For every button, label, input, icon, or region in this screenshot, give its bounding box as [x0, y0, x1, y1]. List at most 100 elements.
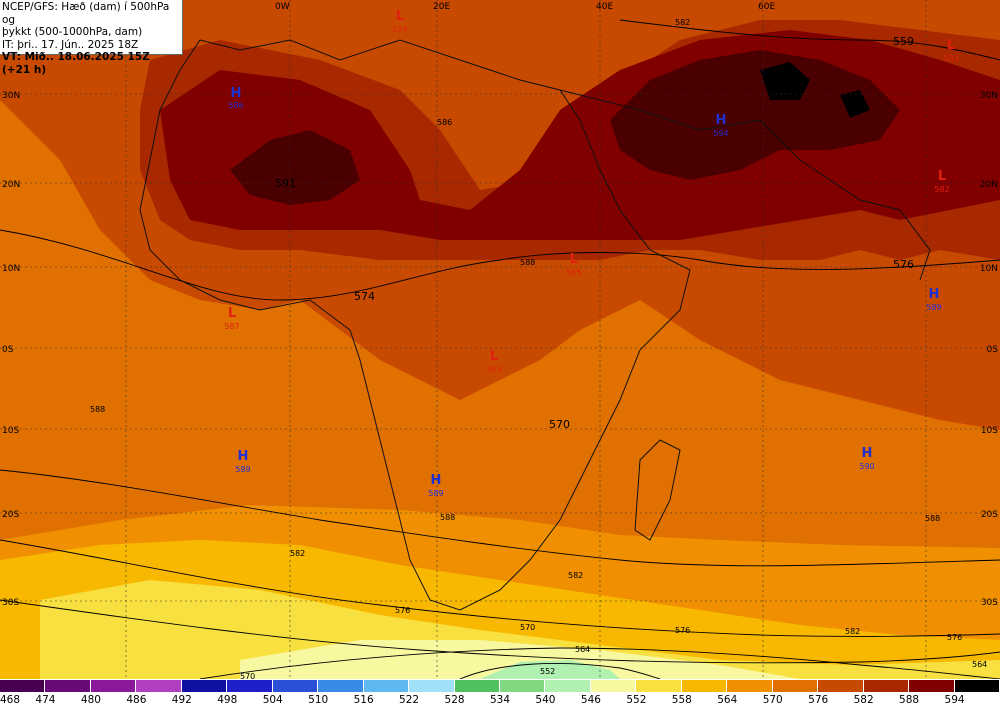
lat-label: 20S	[2, 510, 19, 520]
legend-tick-label: 534	[489, 694, 511, 706]
high-center-letter: H	[231, 86, 242, 101]
lon-label: 0W	[275, 2, 290, 12]
legend-tick-label: 582	[853, 694, 874, 706]
low-center-letter: L	[490, 349, 498, 364]
legend-tick-label: 504	[262, 694, 283, 706]
contour-label: 570	[549, 418, 570, 431]
lat-label: 30N	[2, 91, 20, 101]
legend-tick-label: 468	[0, 694, 21, 706]
low-center-value: 585	[486, 365, 501, 374]
legend-tick-label: 522	[399, 694, 420, 706]
legend-tick-label: 594	[944, 694, 965, 706]
contour-label: 582	[845, 627, 860, 636]
legend-swatch	[45, 680, 91, 692]
contour-label-group: 591 574 570 576 559	[275, 35, 914, 431]
low-center-value: 585	[566, 268, 581, 277]
legend-swatch	[545, 680, 591, 692]
legend-tick-labels: 468 474 480 486 492 498 504 510 516 522 528 534 540 5…	[0, 694, 1000, 708]
high-center-letter: H	[431, 473, 442, 488]
lat-label: 20N	[2, 180, 20, 190]
legend-swatch	[909, 680, 955, 692]
contour-label: 574	[354, 290, 375, 303]
legend-tick-label: 588	[899, 694, 920, 706]
contour-label-small-group: 582 588 576 570 564 552 582 588 588 576 …	[90, 18, 987, 679]
madagascar-coastline	[634, 439, 681, 541]
high-center-value: 589	[428, 489, 443, 498]
thickness-field-594-arabia	[610, 50, 900, 180]
legend-swatch	[954, 680, 1000, 692]
contour-label: 588	[520, 258, 535, 267]
lat-label: 30N	[980, 91, 998, 101]
thickness-field-594-sahara	[230, 130, 360, 205]
contour-label: 582	[675, 18, 690, 27]
legend-swatch	[727, 680, 773, 692]
legend-tick-label: 480	[80, 694, 101, 706]
contour-label: 576	[675, 626, 690, 635]
legend-tick-label: 510	[308, 694, 329, 706]
low-center-letter: L	[947, 38, 955, 53]
high-center-value: 594	[713, 129, 728, 138]
high-center-value: 589	[926, 303, 941, 312]
legend-swatch	[818, 680, 864, 692]
legend-tick-label: 540	[535, 694, 556, 706]
legend-tick-label: 474	[35, 694, 56, 706]
legend-tick-label: 570	[762, 694, 783, 706]
legend-swatch	[636, 680, 682, 692]
contour-label: 576	[947, 633, 962, 642]
lat-label: 20N	[980, 180, 998, 190]
latitude-labels-left: 30N 20N 10N 0S 10S 20S 30S	[2, 91, 20, 608]
valid-time: VT: Mið.. 18.06.2025 15Z (+21 h)	[2, 51, 150, 76]
legend-swatch	[772, 680, 819, 692]
contour-label: 591	[275, 177, 296, 190]
high-center-value: 590	[859, 462, 874, 471]
legend-tick-label: 576	[808, 694, 829, 706]
contour-label: 559	[893, 35, 914, 48]
legend-swatch	[90, 680, 137, 692]
product-title-line1: NCEP/GFS: Hæð (dam) í 500hPa og	[2, 1, 170, 26]
contour-label: 570	[520, 623, 535, 632]
high-center-value: 586	[228, 101, 243, 110]
legend-swatch	[499, 680, 546, 692]
low-center-value: 583	[943, 54, 958, 63]
legend-swatch	[863, 680, 910, 692]
latitude-labels-right: 30N 20N 10N 0S 10S 20S 30S	[980, 91, 998, 608]
thickness-map-canvas: 591 574 570 576 559 582 588 576 570 564 …	[0, 0, 1000, 679]
arabia-india-coastline	[559, 89, 931, 281]
lat-label: 10N	[980, 264, 998, 274]
legend-swatch	[681, 680, 728, 692]
color-legend: 468 474 480 486 492 498 504 510 516 522 528 534 540 5…	[0, 679, 1000, 709]
high-center-value: 589	[235, 465, 250, 474]
thickness-field-546	[240, 640, 800, 679]
contour-label: 564	[575, 645, 590, 654]
lat-label: 0S	[2, 345, 14, 355]
contour-label: 582	[290, 549, 305, 558]
lat-label: 0S	[987, 345, 999, 355]
lat-label: 20S	[981, 510, 998, 520]
contour-label: 588	[90, 405, 105, 414]
low-center-letter: L	[228, 306, 236, 321]
contour-label: 576	[893, 258, 914, 271]
weather-map: 591 574 570 576 559 582 588 576 570 564 …	[0, 0, 1000, 679]
low-center-value: 587	[224, 322, 239, 331]
low-center-value: 582	[934, 185, 949, 194]
legend-swatch	[272, 680, 319, 692]
high-center-letter: H	[862, 446, 873, 461]
africa-coastline	[139, 39, 691, 611]
low-center-letter: L	[938, 169, 946, 184]
thickness-field-max-2	[840, 90, 870, 118]
lon-label: 20E	[433, 2, 450, 12]
low-center-letter: L	[396, 9, 404, 24]
legend-swatch	[0, 680, 46, 692]
contour-label: 570	[240, 672, 255, 679]
lon-label: 60E	[758, 2, 775, 12]
contour-label: 588	[925, 514, 940, 523]
legend-swatch	[363, 680, 410, 692]
legend-swatch	[181, 680, 228, 692]
legend-tick-label: 546	[580, 694, 601, 706]
contour-label: 576	[395, 606, 410, 615]
legend-swatch	[318, 680, 364, 692]
lat-label: 10S	[2, 426, 19, 436]
low-center-letter: L	[570, 252, 578, 267]
legend-swatch	[454, 680, 500, 692]
low-center-value: 574	[392, 25, 407, 34]
